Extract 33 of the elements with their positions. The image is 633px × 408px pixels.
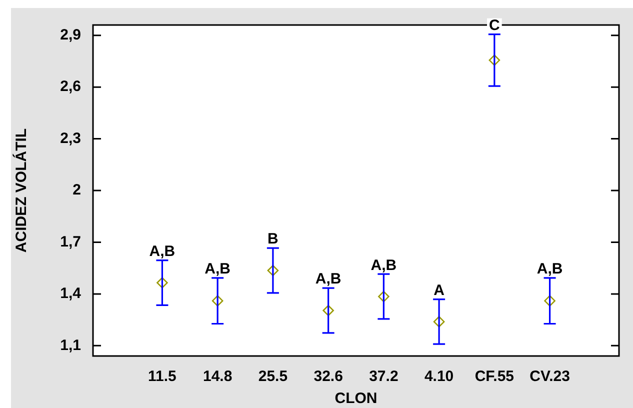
x-tick-label: 4.10 [424,368,454,386]
x-tick-label: 37.2 [369,368,398,386]
point [544,295,556,306]
annotation: B [268,230,279,248]
annotation: A,B [315,270,342,288]
y-tick-label: 2,9 [60,26,81,44]
y-tick-label: 2 [72,182,81,199]
annotation: A,B [149,242,176,260]
x-tick-label: 11.5 [148,368,176,386]
point [433,316,445,328]
point [156,277,168,288]
y-tick-label: 1,4 [60,285,82,302]
x-tick-label: 14.8 [202,368,232,386]
y-tick-label: 1,1 [60,336,81,354]
x-tick-label: CV.23 [530,368,570,386]
annotation: A,B [204,260,231,278]
annotation: A,B [370,256,397,274]
x-axis-title: CLON [334,390,378,408]
y-tick-label: 2,3 [60,130,81,147]
x-tick-label: CF.55 [474,368,514,386]
point [378,290,390,302]
annotation: C [489,16,500,34]
point [322,304,334,316]
y-tick-label: 1,7 [60,233,81,250]
point [212,295,224,306]
y-axis-title: ACIDEZ VOLÁTIL [12,128,30,253]
annotation: A [434,282,445,299]
point [267,264,279,276]
x-tick-label: 32.6 [314,368,343,386]
point [488,54,500,66]
y-tick-label: 2,6 [60,78,81,96]
annotation: A,B [536,260,563,278]
x-tick-label: 25.5 [258,368,288,386]
